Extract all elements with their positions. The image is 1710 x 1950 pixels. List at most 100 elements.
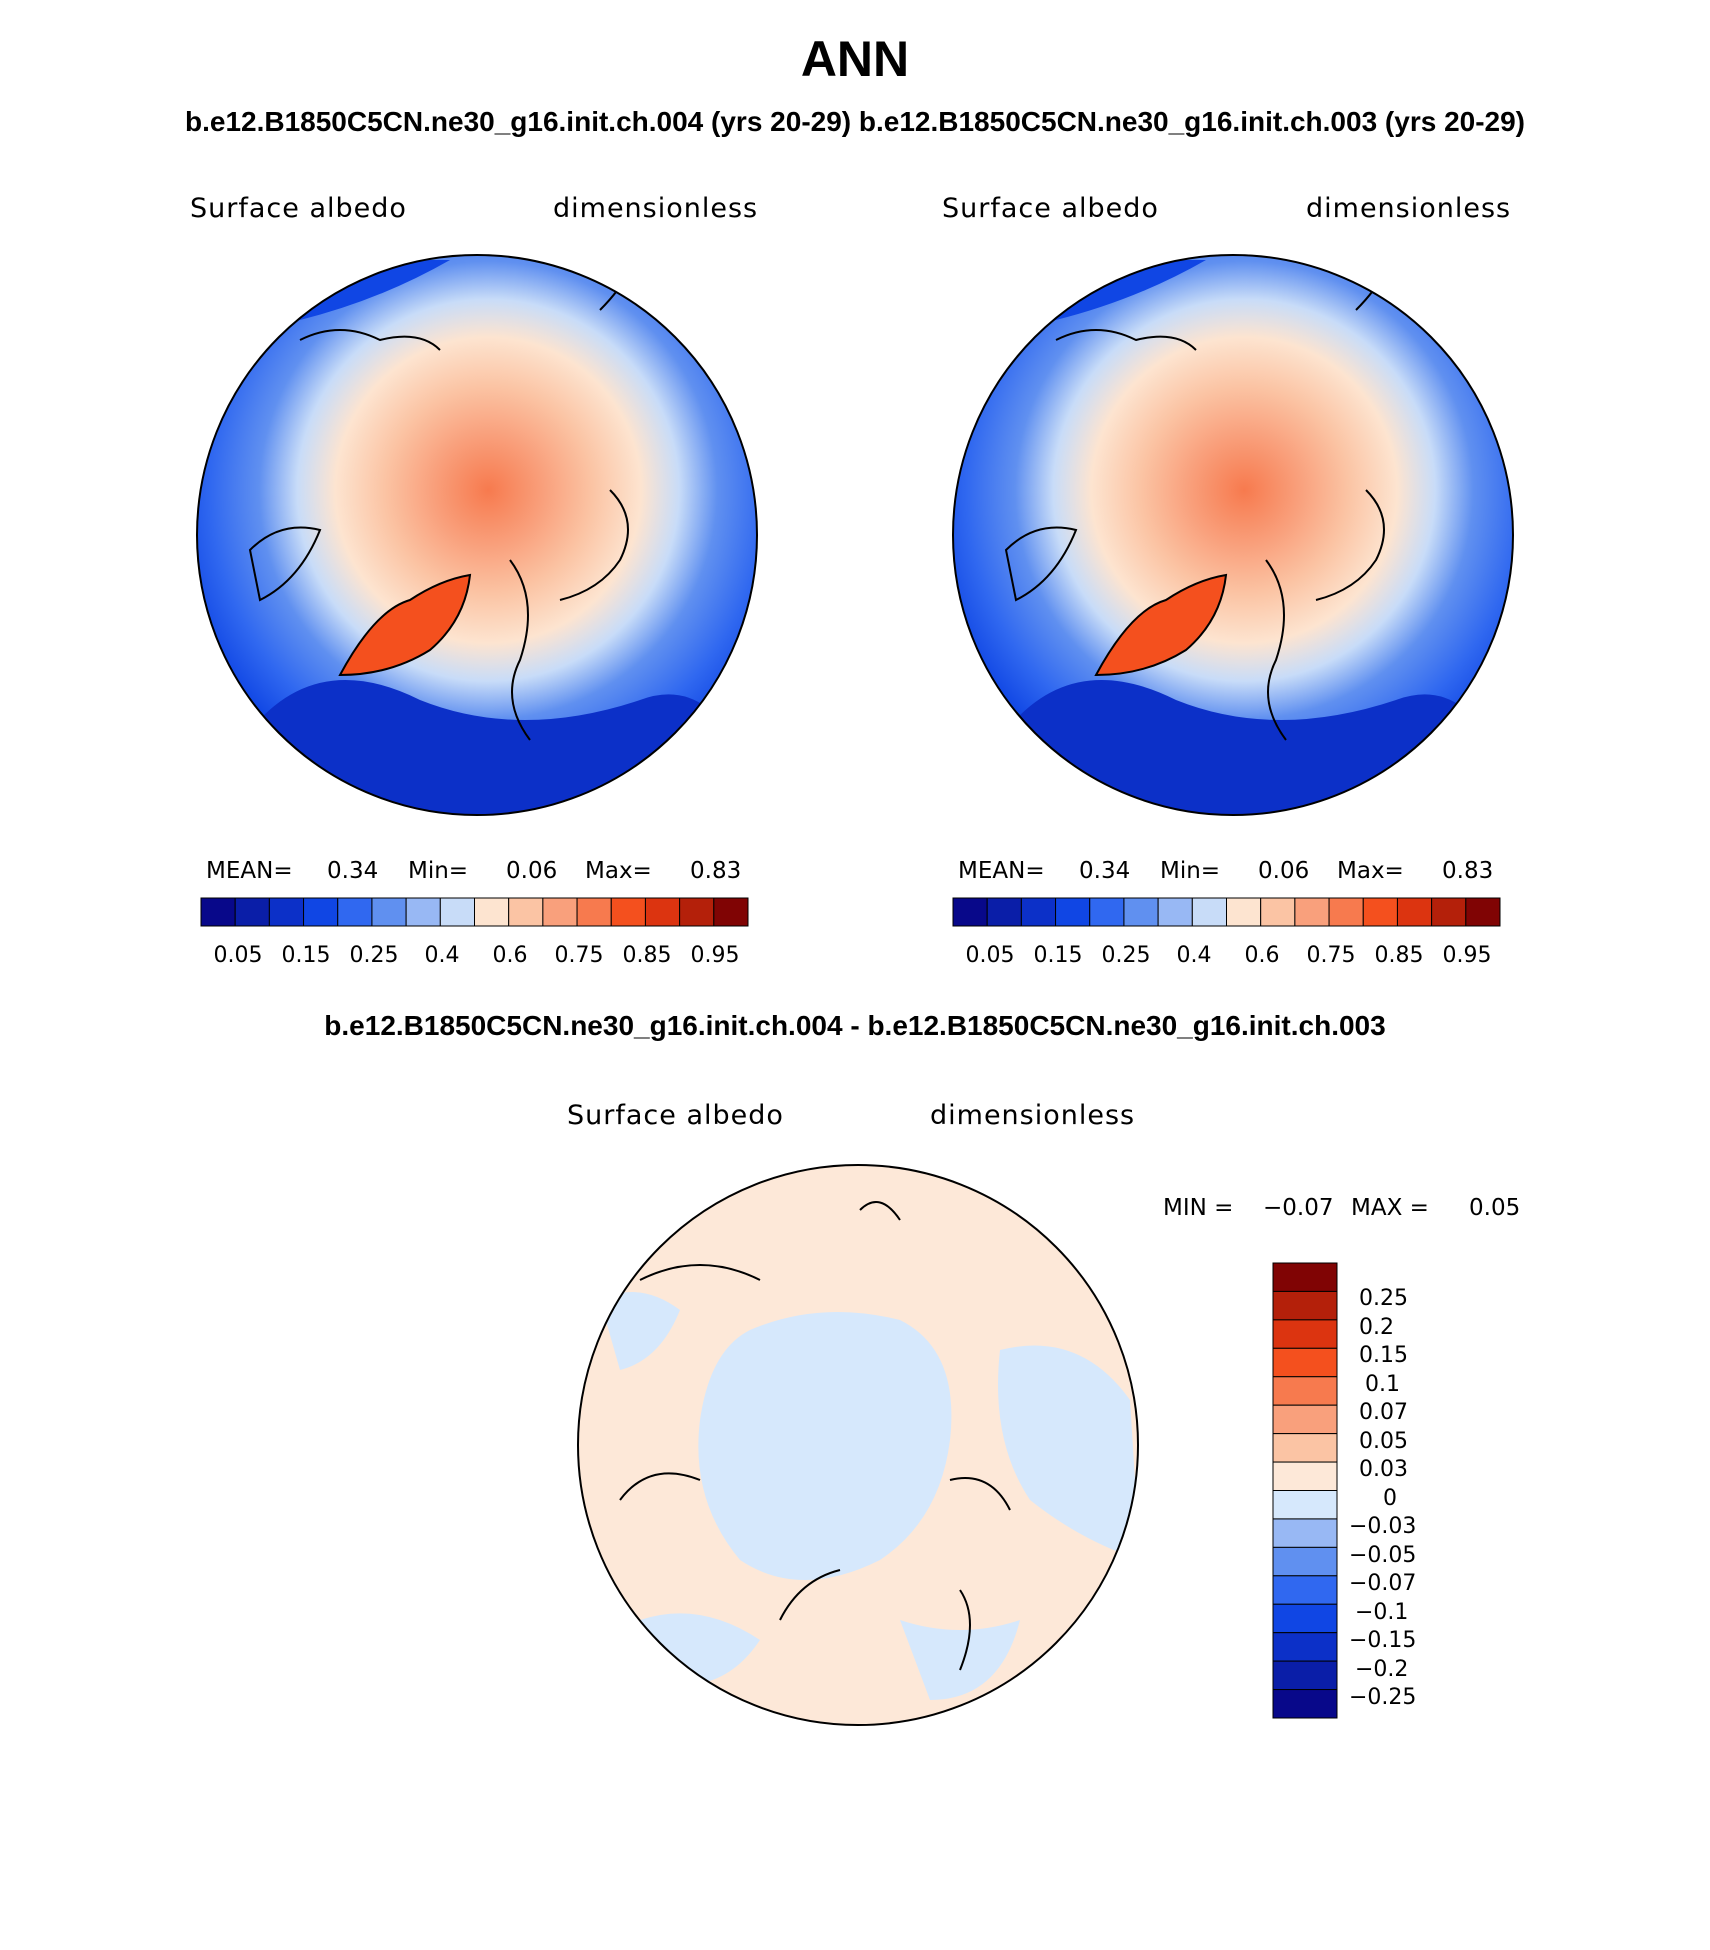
panel3-tick-label: −0.07 <box>1349 1571 1416 1596</box>
panel3-min-value: −0.07 <box>1263 1195 1334 1221</box>
panel1-colorbar-ticks: 0.05 0.15 0.25 0.4 0.6 0.75 0.85 0.95 <box>214 943 740 968</box>
panel1-tick-label: 0.95 <box>691 943 740 968</box>
panel2-colorbar-segment <box>1328 897 1364 927</box>
panel1-tick-label: 0.6 <box>493 943 528 968</box>
panel2-colorbar-segment <box>1465 897 1501 927</box>
panel1-greenland <box>338 573 472 677</box>
panel3-colorbar-segment <box>1272 1376 1338 1406</box>
panel1-colorbar-segment <box>542 897 578 927</box>
panel2-max-value: 0.83 <box>1442 858 1494 884</box>
panel3-colorbar-ticks: 0.25 0.2 0.15 0.1 0.07 0.05 0.03 0 −0.03… <box>1349 1286 1416 1710</box>
panel1-colorbar <box>200 897 749 927</box>
panel3-colorbar-segment <box>1272 1347 1338 1378</box>
panel3-colorbar-segment <box>1272 1603 1338 1634</box>
panel3-colorbar-segment <box>1272 1575 1338 1605</box>
panel1-colorbar-segment <box>268 897 305 927</box>
panel1-max-value: 0.83 <box>690 858 742 884</box>
panel3-colorbar-segment <box>1272 1433 1338 1463</box>
panel2-greenland <box>1094 573 1228 677</box>
panel2-tick-label: 0.85 <box>1375 943 1424 968</box>
panel3-tick-label: −0.15 <box>1349 1628 1416 1653</box>
panel2-colorbar-segment <box>1260 897 1296 927</box>
panel2-colorbar <box>952 897 1501 927</box>
panel3-tick-label: −0.03 <box>1349 1514 1416 1539</box>
panel3-map <box>577 1164 1139 1726</box>
panel2-tick-label: 0.15 <box>1034 943 1083 968</box>
panel3-colorbar <box>1272 1262 1338 1719</box>
panel1-variable-label: Surface albedo <box>190 193 407 224</box>
panel2-mean-label: MEAN= <box>958 858 1045 884</box>
panel1-tick-label: 0.05 <box>214 943 263 968</box>
panel2-colorbar-segment <box>1396 897 1433 927</box>
panel3-colorbar-segment <box>1272 1518 1338 1548</box>
panel1-colorbar-segment <box>610 897 646 927</box>
panel2-colorbar-segment <box>1294 897 1330 927</box>
panel1-units-label: dimensionless <box>553 193 759 224</box>
panel1-colorbar-segment <box>405 897 441 927</box>
panel2-tick-label: 0.95 <box>1443 943 1492 968</box>
panel3-tick-label: 0 <box>1383 1486 1397 1511</box>
panel1-colorbar-segment <box>679 897 715 927</box>
panel1-coastlines <box>248 269 631 741</box>
panel3-colorbar-segment <box>1272 1546 1338 1577</box>
panel1-colorbar-segment <box>644 897 681 927</box>
figure-subtitle: b.e12.B1850C5CN.ne30_g16.init.ch.004 (yr… <box>184 106 1526 137</box>
panel3-min-label: MIN = <box>1163 1195 1234 1221</box>
panel2-map-border <box>952 254 1514 816</box>
panel1-colorbar-segment <box>337 897 373 927</box>
panel3-negative-arctic <box>698 1312 952 1580</box>
panel3-tick-label: −0.1 <box>1355 1600 1408 1625</box>
panel2-min-value: 0.06 <box>1258 858 1310 884</box>
panel3-tick-label: 0.03 <box>1359 1457 1408 1482</box>
panel3-tick-label: 0.05 <box>1359 1429 1408 1454</box>
panel3-max-label: MAX = <box>1351 1195 1429 1221</box>
panel2-variable-label: Surface albedo <box>942 193 1159 224</box>
panel3-max-value: 0.05 <box>1469 1195 1521 1221</box>
panel1-colorbar-segment <box>234 897 270 927</box>
panel3-colorbar-segment <box>1272 1689 1338 1719</box>
panel1-mean-value: 0.34 <box>327 858 379 884</box>
panel1-colorbar-segment <box>200 897 236 927</box>
panel1-tick-label: 0.4 <box>425 943 460 968</box>
panel1-colorbar-segment <box>713 897 749 927</box>
difference-title: b.e12.B1850C5CN.ne30_g16.init.ch.004 - b… <box>324 1010 1386 1041</box>
panel3-colorbar-segment <box>1272 1490 1338 1520</box>
panel2-tick-label: 0.25 <box>1102 943 1151 968</box>
panel2-colorbar-segment <box>1020 897 1057 927</box>
panel3-map-border <box>577 1164 1139 1726</box>
panel3-coastlines <box>619 1201 1011 1671</box>
panel3-tick-label: −0.05 <box>1349 1543 1416 1568</box>
panel1-map-border <box>196 254 758 816</box>
panel1-colorbar-segment <box>508 897 544 927</box>
panel1-min-value: 0.06 <box>506 858 558 884</box>
panel3-tick-label: 0.25 <box>1359 1286 1408 1311</box>
panel2-colorbar-segment <box>986 897 1022 927</box>
panel1-tick-label: 0.25 <box>350 943 399 968</box>
panel2-colorbar-segment <box>952 897 988 927</box>
panel1-colorbar-segment <box>576 897 612 927</box>
panel3-negative-east <box>998 1345 1138 1560</box>
panel2-colorbar-ticks: 0.05 0.15 0.25 0.4 0.6 0.75 0.85 0.95 <box>966 943 1492 968</box>
panel2-colorbar-segment <box>1431 897 1467 927</box>
figure-title: ANN <box>800 31 910 87</box>
panel3-colorbar-segment <box>1272 1262 1338 1292</box>
panel3-colorbar-segment <box>1272 1290 1338 1321</box>
panel3-units-label: dimensionless <box>930 1100 1136 1131</box>
panel1-tick-label: 0.75 <box>555 943 604 968</box>
panel3-colorbar-segment <box>1272 1404 1338 1435</box>
panel2-tick-label: 0.4 <box>1177 943 1212 968</box>
panel3-colorbar-segment <box>1272 1660 1338 1691</box>
panel2-coastlines <box>1004 269 1387 741</box>
panel1-map <box>196 254 758 816</box>
panel3-tick-label: 0.07 <box>1359 1400 1408 1425</box>
panel3-variable-label: Surface albedo <box>567 1100 784 1131</box>
panel2-tick-label: 0.05 <box>966 943 1015 968</box>
panel1-min-label: Min= <box>408 858 469 884</box>
panel3-tick-label: 0.1 <box>1365 1372 1400 1397</box>
panel1-colorbar-segment <box>371 897 407 927</box>
panel1-max-label: Max= <box>585 858 652 884</box>
panel2-tick-label: 0.75 <box>1307 943 1356 968</box>
panel2-tick-label: 0.6 <box>1245 943 1280 968</box>
panel3-colorbar-segment <box>1272 1461 1338 1491</box>
